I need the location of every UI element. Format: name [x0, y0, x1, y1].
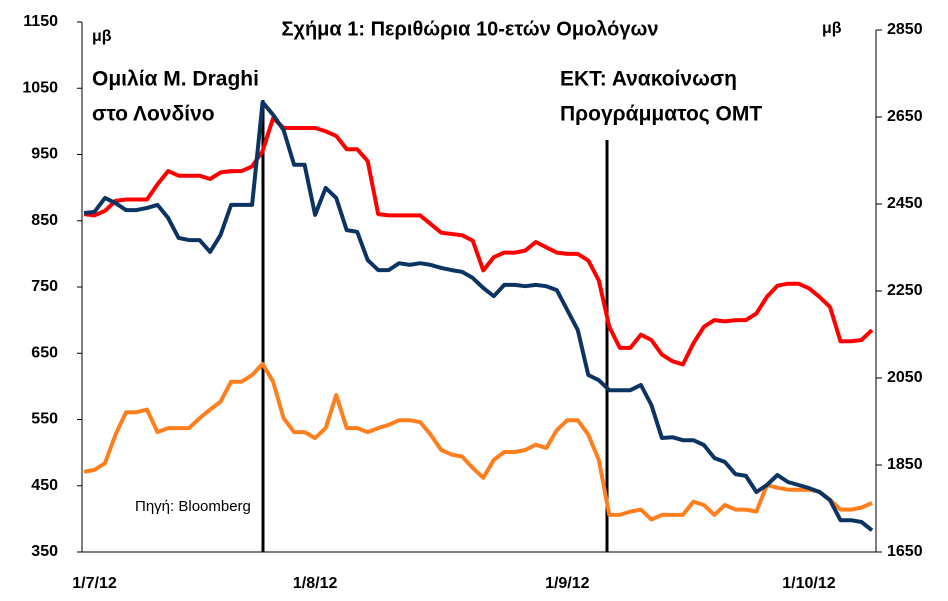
y-tick-label: 450 — [31, 477, 58, 494]
y-tick-label: 550 — [31, 411, 58, 428]
chart-title: Σχήμα 1: Περιθώρια 10-ετών Ομολόγων — [281, 18, 658, 40]
y2-tick-label: 1850 — [887, 456, 923, 473]
x-tick-label: 1/8/12 — [293, 575, 338, 592]
annotation: ΕΚΤ: Ανακοίνωση — [560, 68, 737, 91]
annotation: στο Λονδίνο — [92, 103, 215, 126]
annotation: Προγράμματος OMT — [560, 103, 762, 126]
y2-tick-label: 2450 — [887, 195, 923, 212]
series-line — [83, 100, 874, 532]
x-tick-label: 1/7/12 — [72, 575, 117, 592]
y-tick-label: 950 — [31, 146, 58, 163]
y2-tick-label: 2050 — [887, 369, 923, 386]
y-tick-label: 1150 — [23, 13, 58, 30]
source-note: Πηγή: Bloomberg — [135, 498, 251, 515]
y-axis-label: μβ — [92, 28, 112, 45]
y2-axis-label: μβ — [822, 20, 842, 37]
x-tick-label: 1/10/12 — [782, 575, 835, 592]
y2-tick-label: 1650 — [887, 543, 923, 560]
annotation: Ομιλία Μ. Draghi — [92, 68, 259, 91]
y2-tick-label: 2250 — [887, 282, 923, 299]
y2-tick-label: 2850 — [887, 21, 923, 38]
y-tick-label: 650 — [31, 344, 58, 361]
y2-tick-label: 2650 — [887, 108, 923, 125]
y-tick-label: 750 — [31, 278, 58, 295]
series-line — [83, 116, 874, 367]
x-tick-label: 1/9/12 — [545, 575, 590, 592]
y-tick-label: 350 — [31, 543, 58, 560]
series-line — [83, 361, 873, 522]
y-tick-label: 850 — [31, 212, 58, 229]
y-tick-label: 1050 — [22, 79, 58, 96]
